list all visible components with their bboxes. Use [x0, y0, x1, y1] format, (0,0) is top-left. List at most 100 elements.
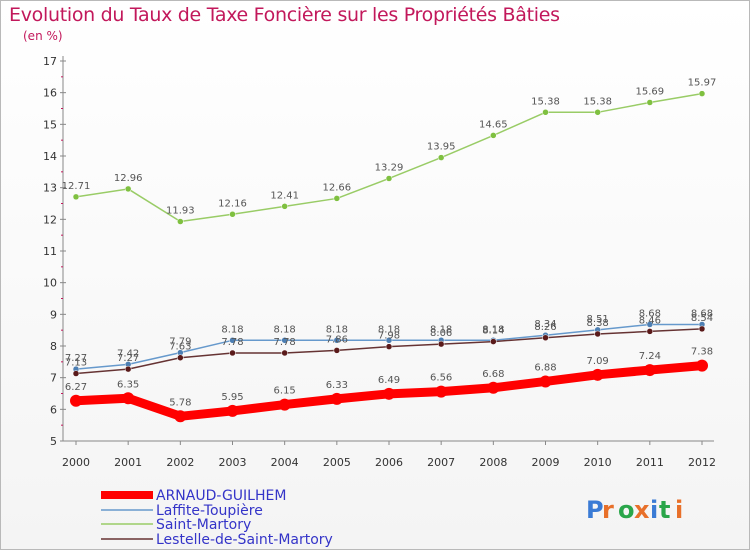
- y-tick-label: 11: [43, 245, 57, 258]
- x-tick-label: 2002: [166, 456, 194, 469]
- series-layer: 12.71 12.96 11.93 12.16 12.41 12.66 13.29 13.95…: [62, 78, 716, 423]
- data-point: [539, 375, 552, 388]
- data-point: [437, 154, 445, 161]
- x-tick-label: 2009: [532, 456, 560, 469]
- x-tick-label: 2003: [219, 456, 247, 469]
- data-label: 13.29: [375, 162, 404, 173]
- logo-letter: i: [650, 496, 658, 524]
- data-label: 12.41: [270, 190, 299, 201]
- data-label: 6.56: [430, 373, 452, 384]
- data-label: 7.78: [274, 337, 296, 348]
- logo-letter: i: [675, 496, 683, 524]
- x-tick-label: 2001: [114, 456, 142, 469]
- data-point: [226, 404, 239, 417]
- data-label: 6.33: [326, 380, 348, 391]
- data-label: 11.93: [166, 206, 195, 217]
- data-label: 8.46: [639, 315, 661, 326]
- data-label: 8.14: [482, 326, 504, 337]
- y-axis-unit: (en %): [23, 29, 63, 43]
- data-label: 7.24: [639, 351, 661, 362]
- data-point: [594, 330, 601, 338]
- data-label: 12.66: [323, 182, 352, 193]
- data-point: [698, 325, 706, 333]
- data-label: 8.51: [587, 314, 609, 325]
- data-label: 5.95: [221, 392, 243, 403]
- logo-letter: t: [659, 496, 670, 524]
- data-point: [696, 359, 708, 372]
- logo-letter: r: [602, 496, 614, 524]
- data-point: [229, 349, 236, 357]
- chart-title: Evolution du Taux de Taxe Foncière sur l…: [9, 4, 560, 26]
- legend-label: Lestelle-de-Saint-Martory: [156, 532, 333, 548]
- x-tick-label: 2005: [323, 456, 351, 469]
- logo-letter: o: [618, 496, 635, 524]
- data-label: 8.18: [378, 324, 400, 335]
- data-point: [385, 343, 393, 350]
- data-label: 7.79: [169, 337, 191, 348]
- data-point: [490, 338, 497, 345]
- data-label: 7.63: [169, 342, 191, 353]
- data-point: [72, 193, 80, 201]
- series-3: 7.13 7.277.63 7.78 7.78 7.86 7.98 8.06 8.14 8.26…: [65, 313, 713, 377]
- data-point: [646, 328, 654, 335]
- data-label: 7.78: [221, 337, 243, 348]
- y-tick-label: 16: [43, 87, 57, 100]
- data-point: [385, 175, 393, 182]
- data-label: 8.18: [326, 324, 348, 335]
- data-point: [646, 99, 654, 106]
- data-point: [698, 90, 706, 97]
- data-label: 7.86: [326, 334, 348, 345]
- data-label: 15.38: [531, 96, 560, 107]
- data-label: 12.16: [218, 198, 247, 209]
- x-tick-label: 2011: [636, 456, 664, 469]
- data-point: [278, 398, 291, 411]
- data-label: 8.18: [430, 324, 452, 335]
- y-tick-label: 6: [50, 403, 57, 416]
- legend-label: ARNAUD-GUILHEM: [156, 488, 286, 504]
- data-label: 12.96: [114, 173, 143, 184]
- y-tick-label: 13: [43, 182, 57, 195]
- x-tick-label: 2007: [427, 456, 455, 469]
- data-point: [281, 337, 288, 344]
- data-point: [124, 365, 132, 373]
- y-tick-label: 10: [43, 277, 57, 290]
- data-label: 12.71: [62, 181, 91, 192]
- data-point: [591, 368, 604, 381]
- data-point: [281, 203, 288, 210]
- y-tick-label: 12: [43, 213, 57, 226]
- data-point: [490, 132, 497, 139]
- data-point: [646, 321, 654, 328]
- data-point: [542, 109, 549, 116]
- axes: 5 6 7 8 9 10 11 12 13 14 15 16 17 2000 2001 2002 2003 200…: [43, 55, 716, 469]
- data-label: 6.27: [65, 382, 87, 393]
- data-point: [229, 337, 236, 344]
- data-point: [643, 364, 656, 377]
- data-point: [333, 195, 341, 202]
- data-label: 6.49: [378, 375, 400, 386]
- data-point: [122, 392, 135, 405]
- data-label: 7.42: [117, 348, 139, 359]
- data-point: [385, 337, 393, 344]
- x-tick-label: 2008: [479, 456, 507, 469]
- data-point: [174, 410, 187, 423]
- data-label: 15.38: [583, 96, 612, 107]
- x-tick-label: 2004: [271, 456, 299, 469]
- y-tick-label: 14: [43, 150, 57, 163]
- data-point: [594, 109, 601, 116]
- series-2: 12.71 12.96 11.93 12.16 12.41 12.66 13.29 13.95…: [62, 78, 716, 225]
- y-tick-label: 17: [43, 55, 57, 68]
- data-label: 13.95: [427, 142, 456, 153]
- series-line: [75, 92, 703, 223]
- data-label: 6.68: [482, 369, 504, 380]
- data-label: 8.34: [534, 319, 556, 330]
- data-point: [281, 349, 288, 357]
- data-label: 7.27: [117, 353, 139, 364]
- data-label: 8.38: [587, 318, 609, 329]
- data-label: 8.06: [430, 328, 452, 339]
- data-label: 8.68: [639, 308, 661, 319]
- x-tick-label: 2006: [375, 456, 403, 469]
- data-point: [72, 370, 80, 377]
- data-label: 8.68: [691, 308, 713, 319]
- logo-letter: P: [586, 496, 604, 524]
- y-tick-label: 15: [43, 118, 57, 131]
